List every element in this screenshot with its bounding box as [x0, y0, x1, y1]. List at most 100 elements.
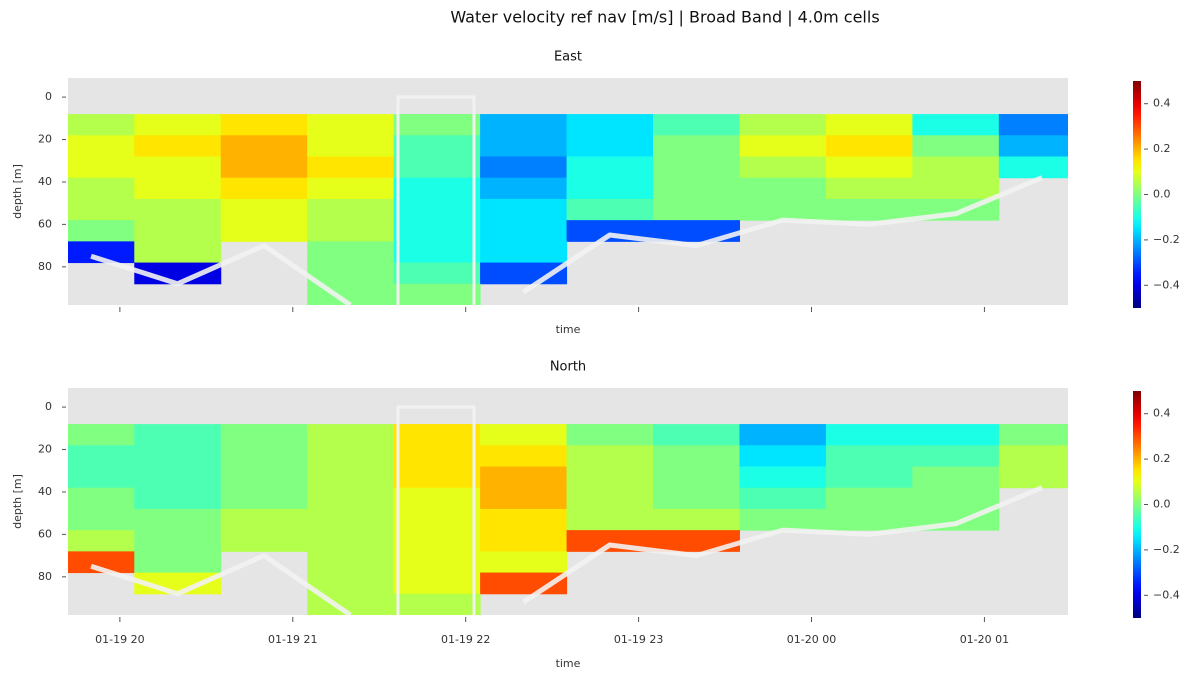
cell — [307, 466, 395, 489]
y-tick-label: 20 — [38, 133, 52, 146]
cell — [998, 424, 1068, 446]
cell — [307, 572, 395, 595]
colorbar-tick-label: −0.4 — [1153, 278, 1180, 291]
cell — [825, 135, 913, 157]
cell — [68, 466, 135, 489]
cell — [134, 135, 222, 157]
cell — [393, 424, 481, 446]
cell — [307, 220, 395, 242]
cell — [739, 198, 827, 221]
cell — [480, 551, 568, 574]
colorbar-tick-label: 0.4 — [1153, 407, 1171, 420]
y-tick-label: 40 — [38, 175, 52, 188]
subplot-title: North — [550, 360, 586, 375]
x-tick-label: 01-19 22 — [441, 633, 490, 646]
x-tick-label: 01-19 20 — [95, 633, 144, 646]
cell — [739, 487, 827, 510]
cell — [220, 508, 308, 531]
cell — [480, 424, 568, 446]
cell — [393, 241, 481, 264]
y-tick-label: 20 — [38, 443, 52, 456]
x-tick-label: 01-20 01 — [960, 633, 1009, 646]
cell — [68, 424, 135, 446]
cell — [825, 198, 913, 221]
cell — [307, 241, 395, 264]
cell — [480, 220, 568, 242]
cell — [68, 445, 135, 467]
colorbar-tick-label: 0.2 — [1153, 142, 1171, 155]
cell — [998, 445, 1068, 467]
cell — [998, 466, 1068, 489]
cell — [653, 530, 740, 552]
cell — [480, 530, 568, 552]
cell — [134, 198, 222, 221]
cell — [739, 508, 827, 531]
cell — [134, 156, 222, 179]
cell — [68, 508, 135, 531]
cell — [653, 424, 740, 446]
colorbar-tick-label: 0.4 — [1153, 97, 1171, 110]
cell — [739, 135, 827, 157]
cell — [739, 466, 827, 489]
figure-title: Water velocity ref nav [m/s] | Broad Ban… — [450, 8, 879, 27]
cell — [912, 177, 1000, 200]
cell — [307, 487, 395, 510]
y-tick-label: 0 — [45, 90, 52, 103]
cell — [393, 198, 481, 221]
cell — [307, 530, 395, 552]
cell — [653, 177, 740, 200]
cell — [912, 487, 1000, 510]
x-axis-label: time — [556, 323, 581, 336]
y-tick-label: 60 — [38, 217, 52, 230]
cell — [134, 487, 222, 510]
cell — [480, 177, 568, 200]
x-tick-label: 01-20 00 — [787, 633, 836, 646]
y-tick-label: 80 — [38, 260, 52, 273]
cell — [912, 114, 1000, 136]
cell — [134, 241, 222, 264]
cell — [393, 220, 481, 242]
cell — [739, 177, 827, 200]
cell — [393, 487, 481, 510]
colorbar-tick-label: −0.4 — [1153, 588, 1180, 601]
cell — [393, 593, 481, 615]
cell — [393, 445, 481, 467]
cell — [307, 424, 395, 446]
cell — [68, 220, 135, 242]
y-tick-label: 40 — [38, 485, 52, 498]
cell — [307, 262, 395, 285]
cell — [220, 220, 308, 242]
cell — [480, 114, 568, 136]
cell — [220, 177, 308, 200]
cell — [912, 424, 1000, 446]
x-tick-label: 01-19 21 — [268, 633, 317, 646]
cell — [480, 241, 568, 264]
cell — [393, 283, 481, 305]
cell — [912, 135, 1000, 157]
cell — [480, 135, 568, 157]
cell — [825, 424, 913, 446]
cell — [220, 445, 308, 467]
cell — [134, 177, 222, 200]
cell — [566, 487, 654, 510]
cell — [825, 156, 913, 179]
cell — [566, 424, 654, 446]
cell — [480, 466, 568, 489]
cell — [220, 135, 308, 157]
cell — [825, 487, 913, 510]
x-axis-label: time — [556, 657, 581, 670]
colorbar-tick-label: 0.0 — [1153, 498, 1171, 511]
cell — [220, 466, 308, 489]
cell — [68, 177, 135, 200]
cell — [307, 551, 395, 574]
cell — [134, 530, 222, 552]
colorbar — [1133, 391, 1141, 618]
cell — [307, 114, 395, 136]
cell — [653, 114, 740, 136]
bottom-line — [90, 243, 352, 305]
cells — [68, 424, 1068, 615]
cell — [825, 445, 913, 467]
y-tick-label: 0 — [45, 400, 52, 413]
cell — [134, 445, 222, 467]
y-tick-label: 80 — [38, 570, 52, 583]
